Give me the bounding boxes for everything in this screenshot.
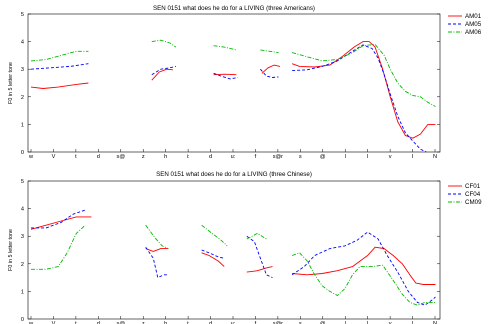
x-tick-label: d [209,321,212,324]
series-am05-segment-2 [151,65,177,76]
y-tick-label: 5 [21,179,24,185]
y-tick-label: 5 [21,12,24,18]
series-cf01-segment-2 [145,248,169,252]
x-tick-label: i: [187,321,190,324]
x-tick-label: @ [320,154,326,160]
x-tick-label: d [97,321,100,324]
legend-label-am01: AM01 [465,13,482,20]
x-tick-label: i: [187,154,190,160]
x-tick-label: f [255,154,257,160]
x-tick-label: I [412,154,414,160]
x-tick-label: u: [231,154,236,160]
y-tick-label: 3 [21,67,24,73]
x-tick-label: v [389,154,392,160]
series-am01-segment-3 [213,73,237,76]
series-am06-segment-4 [260,49,279,54]
series-cf01-segment-5 [292,246,436,285]
x-tick-label: h [164,321,167,324]
series-cf04-segment-3 [201,249,225,259]
series-am06-segment-2 [151,39,177,48]
chart-title: SEN 0151 what does he do for a LIVING (t… [156,171,312,178]
x-tick-label: V [52,321,56,324]
chart-panel-2: SEN 0151 what does he do for a LIVING (t… [8,171,482,324]
series-am06-segment-3 [213,45,237,51]
x-tick-label: w [28,321,34,324]
series-cm09-segment-5 [291,252,436,306]
x-tick-label: w [28,154,34,160]
series-cm09-segment-1 [31,224,86,270]
y-tick-label: 1 [21,289,24,295]
series-cm09-segment-2 [145,224,169,250]
x-tick-label: v [389,321,392,324]
series-am06-segment-5 [291,43,436,107]
y-tick-label: 1 [21,122,24,128]
series-cf01-segment-1 [30,216,92,230]
y-tick-label: 2 [21,262,24,268]
series-cf01-segment-4 [246,266,273,273]
x-tick-label: l [345,154,346,160]
series-cf04-segment-1 [31,209,86,229]
x-tick-label: f [255,321,257,324]
x-tick-label: s@ [117,154,126,160]
x-tick-label: I [367,321,369,324]
plot-frame [27,180,441,320]
x-tick-label: d [209,154,212,160]
series-cm09-segment-4 [246,232,267,240]
y-tick-label: 0 [21,150,24,156]
legend-label-cf04: CF04 [465,191,481,198]
series-cf01-segment-3 [201,252,225,267]
x-tick-label: h [164,154,167,160]
legend-label-cm09: CM09 [465,199,482,206]
x-tick-label: s [299,154,302,160]
legend-label-am06: AM06 [465,29,482,36]
series-am05-segment-4 [260,68,279,78]
x-tick-label: u: [231,321,236,324]
y-axis-label: F0 in 5 letter tone [8,62,14,104]
y-tick-label: 2 [21,95,24,101]
plot-frame [27,13,441,153]
series-cf04-segment-4 [246,235,273,279]
chart-title: SEN 0151 what does he do for a LIVING (t… [153,5,315,12]
series-am06-segment-1 [30,50,89,62]
series-am01-segment-1 [30,82,89,89]
y-tick-label: 0 [21,317,24,323]
x-tick-label: N [433,321,437,324]
series-am01-segment-4 [261,64,281,74]
x-tick-label: s@ [117,321,126,324]
series-cf04-segment-5 [291,231,436,306]
y-axis-label: F0 in 5 letter tone [8,229,14,271]
x-tick-label: d [97,154,100,160]
x-tick-label: s@r [273,321,283,324]
x-tick-label: z [142,321,145,324]
series-am01-segment-5 [291,41,436,139]
x-tick-label: V [52,154,56,160]
y-tick-label: 4 [21,40,24,46]
x-tick-label: I [412,321,414,324]
chart-panel-1: SEN 0151 what does he do for a LIVING (t… [8,5,482,160]
y-tick-label: 3 [21,234,24,240]
x-tick-label: t [75,154,77,160]
series-cf04-segment-2 [145,246,169,279]
x-tick-label: s@r [273,154,283,160]
series-am05-segment-5 [292,44,427,153]
x-tick-label: @ [320,321,326,324]
y-tick-label: 4 [21,207,24,213]
legend-label-cf01: CF01 [465,183,481,190]
x-tick-label: N [433,154,437,160]
x-tick-label: t [75,321,77,324]
series-am01-segment-2 [151,68,173,81]
series-am05-segment-3 [213,72,238,80]
x-tick-label: s [299,321,302,324]
x-tick-label: z [142,154,145,160]
x-tick-label: I [367,154,369,160]
legend-label-am05: AM05 [465,21,482,28]
series-cm09-segment-3 [201,224,228,247]
x-tick-label: l [345,321,346,324]
